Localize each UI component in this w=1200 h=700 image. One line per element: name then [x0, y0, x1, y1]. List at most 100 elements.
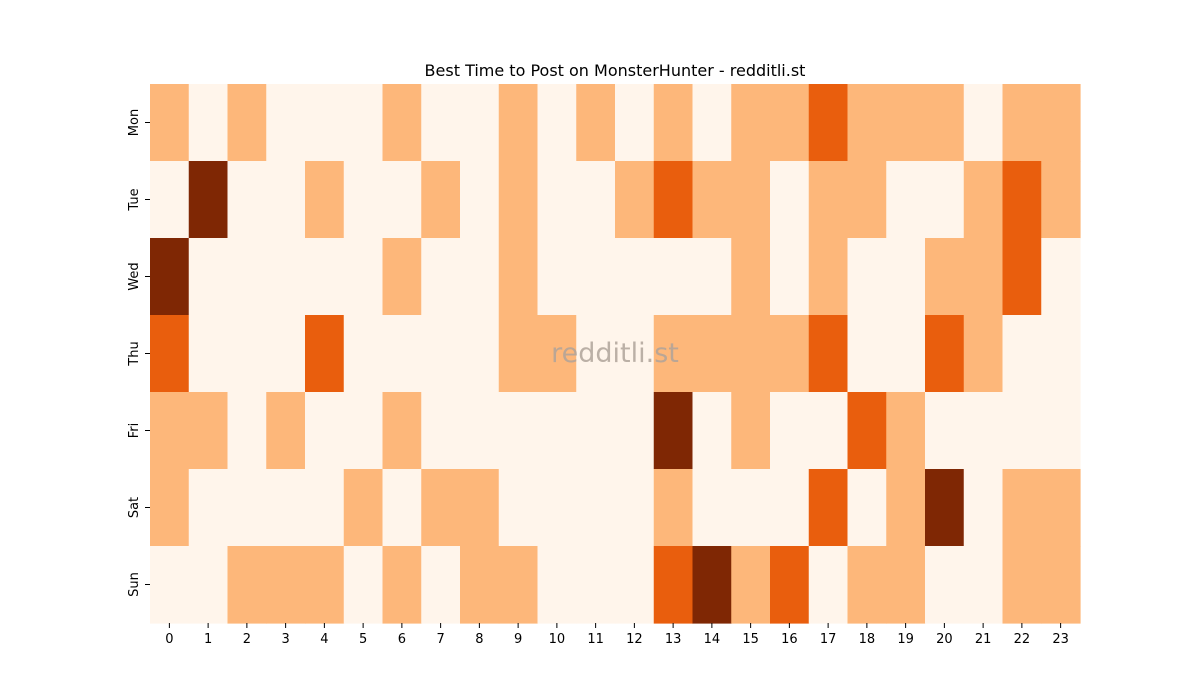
- heatmap-cell-sat-5: [343, 469, 384, 547]
- x-tick-label: 17: [820, 632, 837, 647]
- heatmap-cell-tue-23: [1041, 161, 1081, 239]
- heatmap-cell-sat-3: [266, 469, 306, 547]
- x-tick-label: 18: [859, 632, 876, 647]
- heatmap-cell-thu-0: [150, 315, 190, 393]
- x-tick-label: 22: [1014, 632, 1031, 647]
- x-axis: 0 1 2 3 4 5 6 7 8 9 10 11 12 13 14 15 16 17 18 19 20 21 22 23: [165, 623, 1069, 647]
- heatmap-cell-mon-3: [266, 84, 306, 162]
- heatmap-cell-sun-21: [963, 546, 1004, 624]
- heatmap-cell-sat-9: [498, 469, 539, 547]
- heatmap-cell-fri-7: [421, 392, 461, 470]
- heatmap-cell-mon-10: [537, 84, 577, 162]
- heatmap-cell-sun-23: [1041, 546, 1081, 624]
- heatmap-cell-sat-1: [188, 469, 229, 547]
- heatmap-cell-mon-22: [1002, 84, 1042, 162]
- heatmap-cell-fri-11: [576, 392, 616, 470]
- heatmap-cell-tue-7: [421, 161, 461, 239]
- heatmap-cell-fri-1: [188, 392, 229, 470]
- heatmap-cell-tue-6: [382, 161, 422, 239]
- heatmap-cell-thu-13: [653, 315, 694, 393]
- heatmap-cell-fri-5: [343, 392, 384, 470]
- heatmap-cell-sat-22: [1002, 469, 1042, 547]
- x-tick-label: 3: [281, 632, 289, 647]
- heatmap-cell-thu-22: [1002, 315, 1042, 393]
- heatmap-cell-thu-11: [576, 315, 616, 393]
- x-tick-label: 14: [704, 632, 721, 647]
- heatmap-cell-sun-13: [653, 546, 694, 624]
- x-tick-label: 0: [165, 632, 173, 647]
- heatmap-cell-sat-21: [963, 469, 1004, 547]
- heatmap-cell-thu-12: [615, 315, 655, 393]
- heatmap-cell-wed-1: [188, 238, 229, 316]
- x-tick-label: 8: [475, 632, 483, 647]
- heatmap-cell-mon-5: [343, 84, 384, 162]
- heatmap-cell-wed-11: [576, 238, 616, 316]
- heatmap-cell-mon-16: [770, 84, 810, 162]
- heatmap-cell-thu-3: [266, 315, 306, 393]
- heatmap-cell-wed-2: [227, 238, 267, 316]
- heatmap-cell-thu-14: [692, 315, 732, 393]
- heatmap-cell-sun-4: [305, 546, 345, 624]
- heatmap-cell-wed-6: [382, 238, 422, 316]
- heatmap-cell-sun-19: [886, 546, 926, 624]
- heatmap-cell-sun-10: [537, 546, 577, 624]
- heatmap-cell-tue-8: [460, 161, 500, 239]
- heatmap-cell-wed-0: [150, 238, 190, 316]
- x-tick-label: 15: [742, 632, 759, 647]
- heatmap-cell-wed-22: [1002, 238, 1042, 316]
- heatmap-cell-mon-18: [847, 84, 887, 162]
- heatmap-cell-fri-23: [1041, 392, 1081, 470]
- y-tick-label: Sat: [127, 497, 142, 518]
- heatmap-cell-tue-1: [188, 161, 229, 239]
- heatmap-cell-fri-14: [692, 392, 732, 470]
- heatmap-cell-tue-9: [498, 161, 539, 239]
- x-tick-label: 16: [781, 632, 798, 647]
- heatmap-cell-sun-15: [731, 546, 771, 624]
- heatmap-cell-thu-19: [886, 315, 926, 393]
- heatmap-cell-tue-0: [150, 161, 190, 239]
- heatmap-cell-sun-3: [266, 546, 306, 624]
- heatmap-cell-tue-17: [808, 161, 849, 239]
- heatmap-cell-thu-1: [188, 315, 229, 393]
- heatmap-cell-sun-22: [1002, 546, 1042, 624]
- heatmap-cell-fri-12: [615, 392, 655, 470]
- heatmap-cell-tue-10: [537, 161, 577, 239]
- heatmap-cell-fri-18: [847, 392, 887, 470]
- heatmap-cell-fri-16: [770, 392, 810, 470]
- heatmap-cell-mon-21: [963, 84, 1004, 162]
- heatmap-cell-mon-13: [653, 84, 694, 162]
- heatmap-cell-sun-20: [925, 546, 965, 624]
- heatmap-cell-sun-16: [770, 546, 810, 624]
- watermark-text: redditli.st: [551, 338, 679, 369]
- heatmap-cell-wed-10: [537, 238, 577, 316]
- heatmap-cell-thu-15: [731, 315, 771, 393]
- heatmap-cell-wed-16: [770, 238, 810, 316]
- heatmap-cell-sat-8: [460, 469, 500, 547]
- heatmap-cell-sat-15: [731, 469, 771, 547]
- heatmap-cell-thu-2: [227, 315, 267, 393]
- heatmap-cell-sun-0: [150, 546, 190, 624]
- x-tick-label: 4: [320, 632, 328, 647]
- heatmap-cell-sat-17: [808, 469, 849, 547]
- heatmap-cell-wed-12: [615, 238, 655, 316]
- heatmap-cell-mon-4: [305, 84, 345, 162]
- heatmap-cell-mon-9: [498, 84, 539, 162]
- heatmap-cell-fri-21: [963, 392, 1004, 470]
- heatmap-cell-mon-19: [886, 84, 926, 162]
- y-tick-label: Fri: [127, 423, 142, 439]
- heatmap-cell-sun-7: [421, 546, 461, 624]
- heatmap-cell-fri-15: [731, 392, 771, 470]
- heatmap-cell-tue-16: [770, 161, 810, 239]
- heatmap-cell-wed-15: [731, 238, 771, 316]
- y-tick-label: Sun: [127, 572, 142, 597]
- heatmap-cell-tue-14: [692, 161, 732, 239]
- heatmap-cell-wed-21: [963, 238, 1004, 316]
- heatmap-cell-sun-6: [382, 546, 422, 624]
- heatmap-cell-tue-3: [266, 161, 306, 239]
- heatmap-cell-thu-18: [847, 315, 887, 393]
- heatmap-cell-tue-20: [925, 161, 965, 239]
- heatmap-cell-thu-6: [382, 315, 422, 393]
- heatmap-cell-fri-13: [653, 392, 694, 470]
- heatmap-cell-wed-4: [305, 238, 345, 316]
